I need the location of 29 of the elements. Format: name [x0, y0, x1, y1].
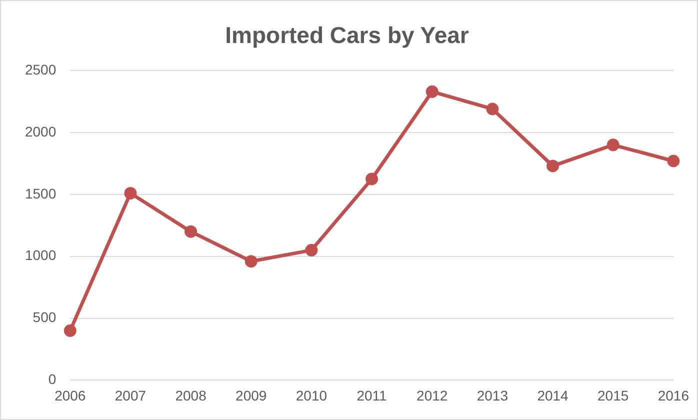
x-tick-label: 2015 — [598, 387, 629, 404]
x-tick-label: 2011 — [356, 387, 388, 404]
x-tick-label: 2016 — [658, 387, 690, 404]
point — [124, 186, 137, 200]
x-tick-label: 2012 — [416, 387, 448, 404]
point — [244, 255, 258, 268]
chart-title: Imported Cars by Year — [225, 22, 469, 48]
point — [366, 172, 378, 186]
y-tick-label: 1500 — [24, 185, 56, 202]
x-tick-label: 2009 — [236, 387, 267, 404]
point — [546, 160, 560, 172]
x-tick-label: 2007 — [114, 387, 146, 404]
point — [305, 244, 318, 256]
x-tick-label: 2013 — [476, 387, 508, 404]
x-tick-label: 2010 — [296, 387, 328, 404]
x-tick-label: 2014 — [537, 387, 569, 404]
y-tick-label: 2000 — [24, 123, 56, 140]
point — [606, 138, 620, 152]
y-tick-label: 500 — [32, 309, 56, 326]
x-tick-label: 2006 — [54, 387, 86, 404]
y-tick-label: 0 — [48, 371, 56, 388]
x-tick-label: 2008 — [175, 387, 207, 404]
point — [64, 324, 76, 337]
y-tick-label: 1000 — [24, 247, 56, 264]
point — [486, 102, 499, 116]
y-tick-label: 2500 — [24, 61, 56, 78]
point — [184, 225, 198, 238]
point — [667, 154, 680, 168]
point — [426, 85, 438, 98]
